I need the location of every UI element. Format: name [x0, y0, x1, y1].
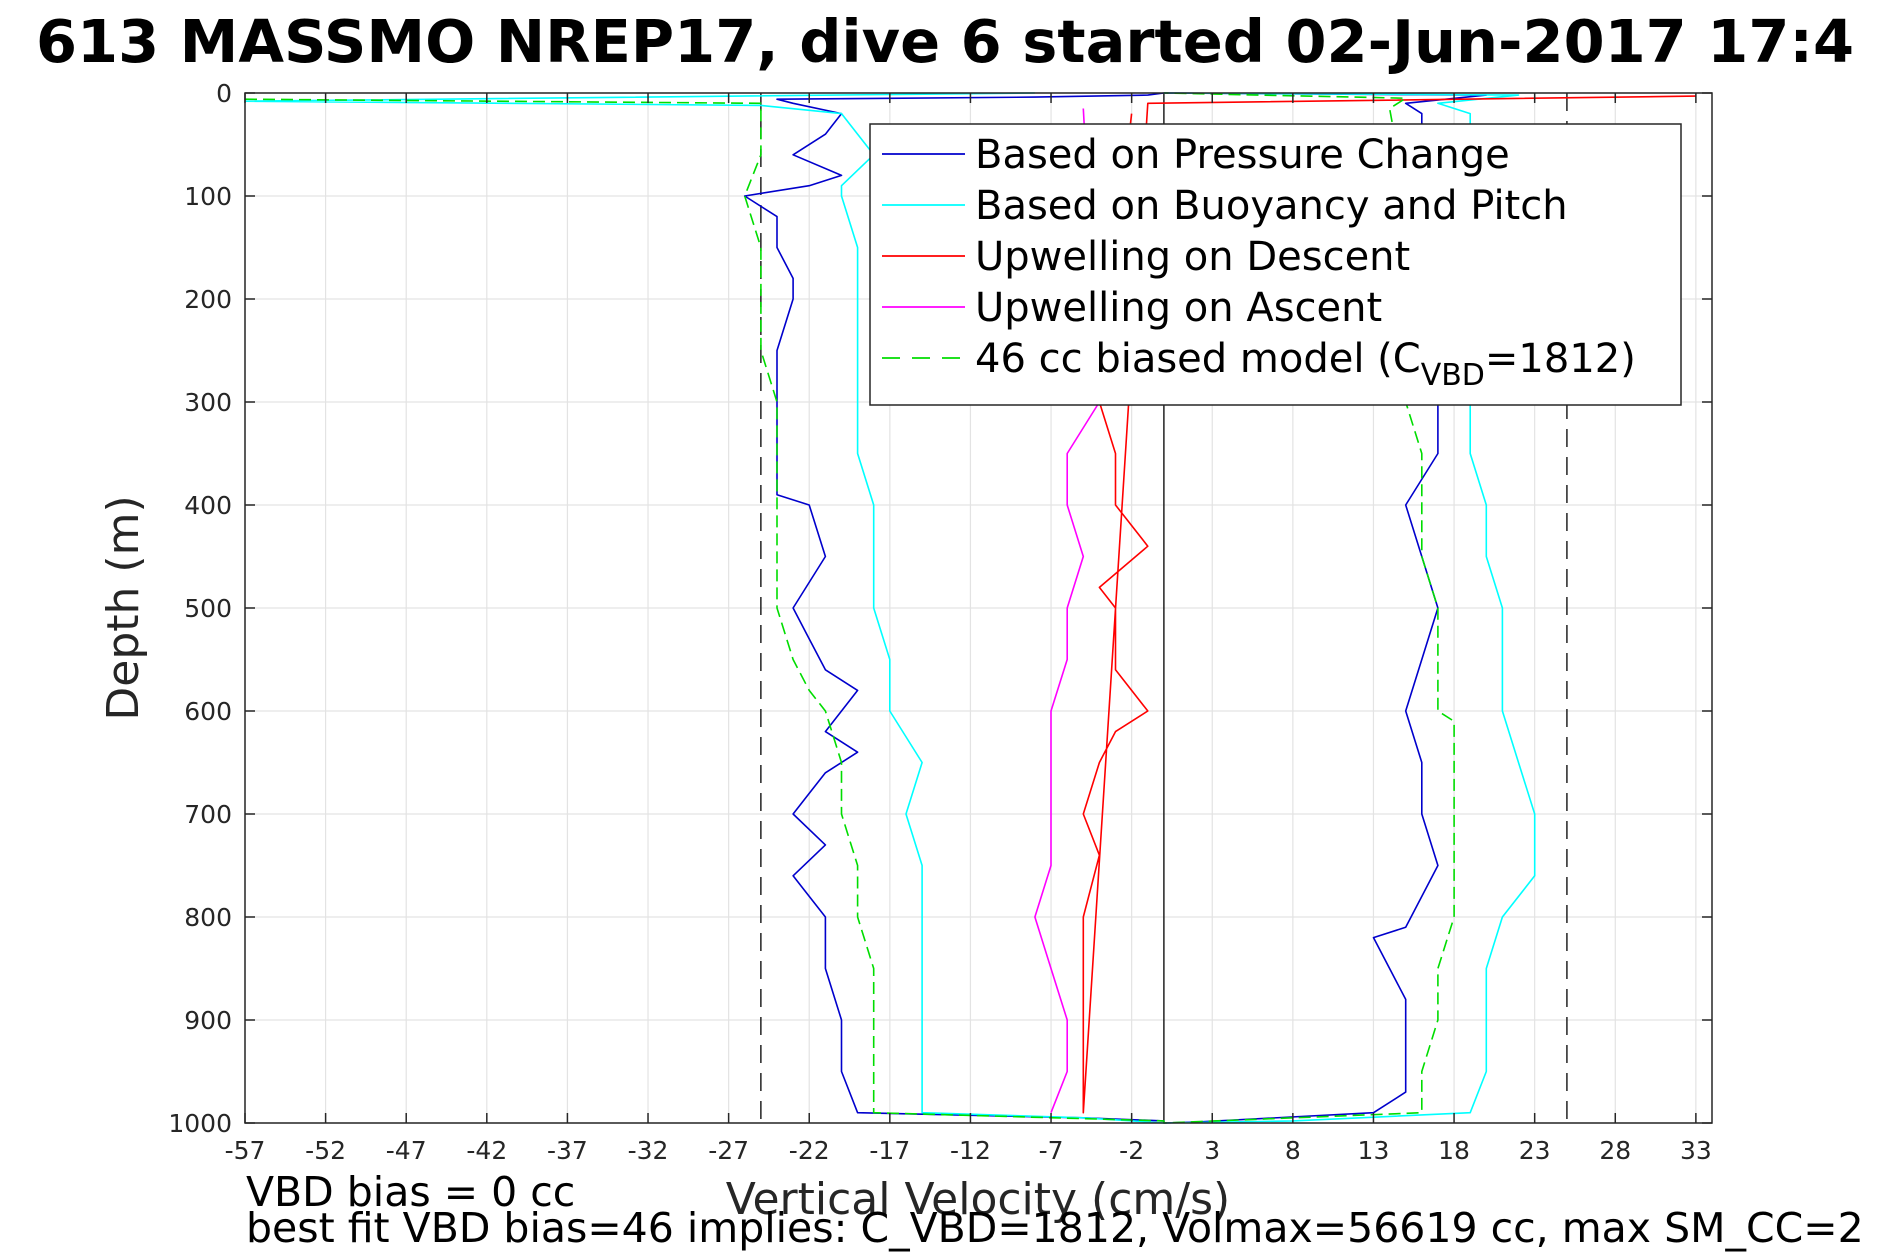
- x-tick-label: 18: [1438, 1136, 1470, 1165]
- x-tick-label: -32: [628, 1136, 669, 1165]
- footer-line-2: best fit VBD bias=46 implies: C_VBD=1812…: [246, 1204, 1864, 1252]
- legend-label-4: Upwelling on Ascent: [975, 285, 1382, 331]
- x-axis-label: Vertical Velocity (cm/s): [726, 1174, 1230, 1225]
- x-tick-label: -27: [708, 1136, 749, 1165]
- y-tick-label: 100: [184, 182, 232, 211]
- series-line-2: [244, 92, 1536, 1124]
- series-line-4: [1034, 108, 1101, 1113]
- legend-label-5: 46 cc biased model (CVBD=1812): [975, 336, 1636, 393]
- x-tick-label: 3: [1204, 1136, 1220, 1165]
- x-tick-label: 13: [1358, 1136, 1390, 1165]
- series-line-3: [1082, 95, 1696, 1114]
- x-tick-label: -42: [466, 1136, 507, 1165]
- y-axis-ticks: 0 100 200 300 400 500 600 700 800 900 1000: [168, 79, 1712, 1138]
- y-tick-label: 0: [216, 79, 232, 108]
- x-tick-label: -2: [1119, 1136, 1144, 1165]
- legend: Based on Pressure Change Based on Buoyanc…: [869, 123, 1682, 406]
- chart-title: 613 MASSMO NREP17, dive 6 started 02-Jun…: [36, 7, 1854, 76]
- y-tick-label: 800: [184, 903, 232, 932]
- footer-line-1: VBD bias = 0 cc: [246, 1168, 575, 1216]
- y-tick-label: 700: [184, 800, 232, 829]
- y-tick-label: 600: [184, 697, 232, 726]
- x-tick-label: 8: [1285, 1136, 1301, 1165]
- data-series: [244, 92, 1696, 1124]
- y-tick-label: 400: [184, 491, 232, 520]
- series-line-1: [743, 92, 1488, 1124]
- legend-box: [869, 123, 1682, 406]
- y-tick-label: 1000: [168, 1109, 232, 1138]
- legend-label-3: Upwelling on Descent: [975, 234, 1410, 280]
- series-line-5: [244, 92, 1455, 1124]
- y-tick-label: 500: [184, 594, 232, 623]
- x-tick-label: -37: [547, 1136, 588, 1165]
- x-tick-label: 23: [1519, 1136, 1551, 1165]
- legend-label-2: Based on Buoyancy and Pitch: [975, 183, 1568, 229]
- x-tick-label: -57: [225, 1136, 266, 1165]
- x-axis-ticks: -57 -52 -47 -42 -37 -32 -27 -22 -17 -12 -7 -2 3 8 13 18…: [225, 93, 1712, 1165]
- x-tick-label: -22: [789, 1136, 830, 1165]
- y-tick-label: 200: [184, 285, 232, 314]
- x-tick-label: -17: [869, 1136, 910, 1165]
- y-axis-label: Depth (m): [98, 495, 149, 720]
- y-tick-label: 900: [184, 1006, 232, 1035]
- x-tick-label: -47: [386, 1136, 427, 1165]
- x-tick-label: 33: [1680, 1136, 1712, 1165]
- x-tick-label: 28: [1599, 1136, 1631, 1165]
- x-tick-label: -7: [1039, 1136, 1064, 1165]
- x-tick-label: -12: [950, 1136, 991, 1165]
- x-tick-label: -52: [305, 1136, 346, 1165]
- legend-label-1: Based on Pressure Change: [975, 132, 1510, 178]
- y-tick-label: 300: [184, 388, 232, 417]
